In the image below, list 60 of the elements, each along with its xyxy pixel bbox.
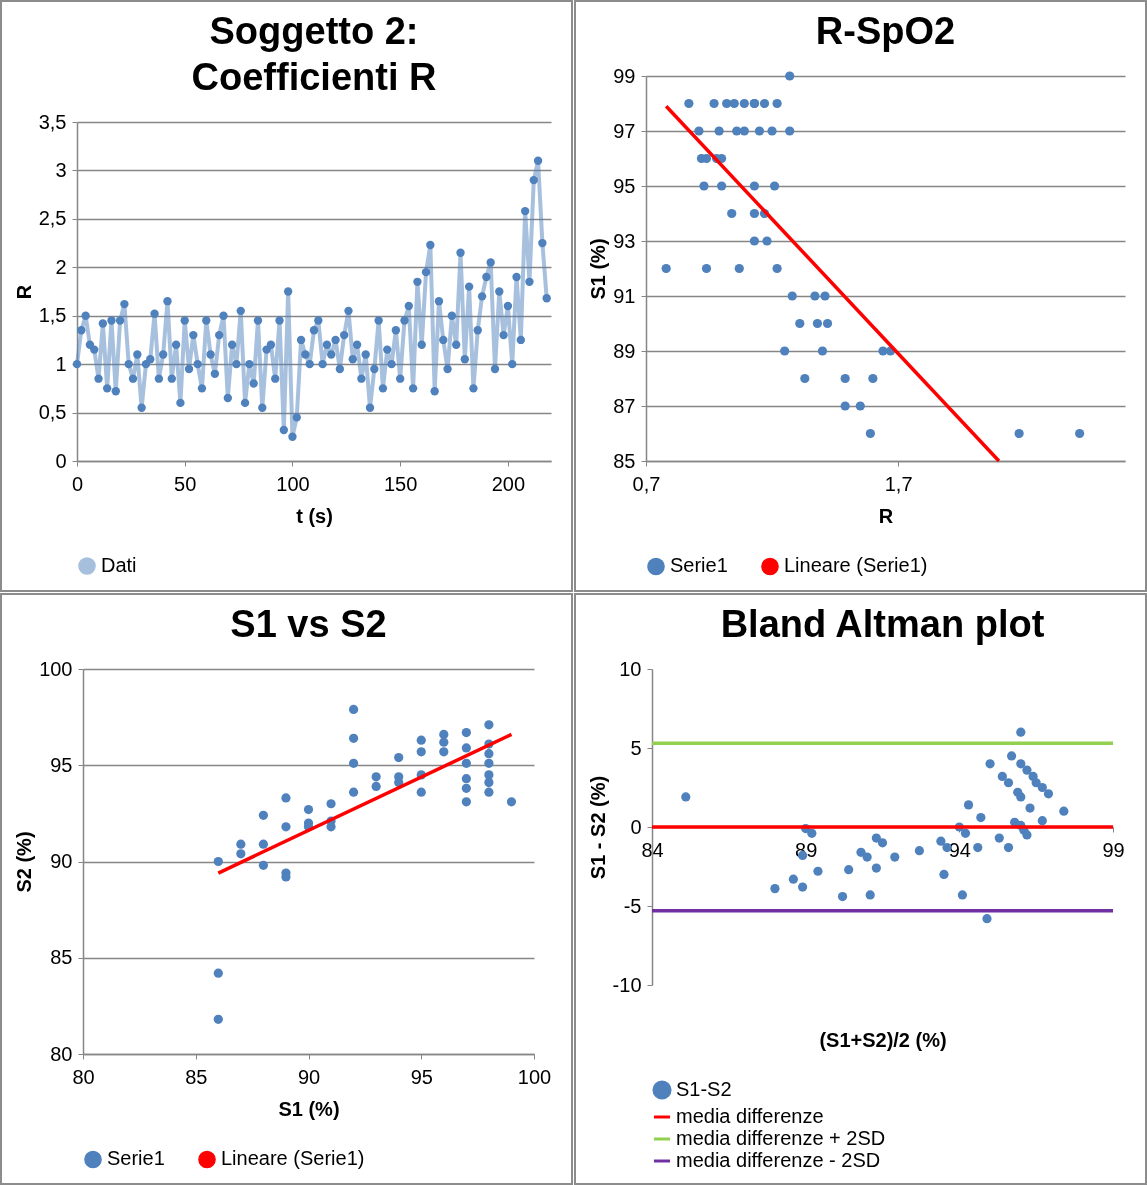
x-tick-label: 80 — [72, 1065, 95, 1088]
x-tick-label: 150 — [383, 472, 418, 495]
x-axis-title: (S1+S2)/2 (%) — [819, 1028, 947, 1051]
chart-title: Soggetto 2: Coefficienti R — [191, 10, 437, 98]
x-tick-label: 84 — [641, 838, 664, 861]
y-axis-title: S1 (%) — [587, 238, 610, 300]
x-tick-label: 85 — [185, 1065, 208, 1088]
y-tick-label: 91 — [613, 284, 636, 307]
x-tick-label: 94 — [948, 838, 971, 861]
y-tick-label: 10 — [619, 657, 642, 680]
chart-title: R-SpO2 — [815, 10, 956, 52]
x-tick-label: 0,7 — [632, 472, 661, 495]
y-tick-label: 87 — [613, 394, 636, 417]
y-tick-label: 95 — [613, 174, 636, 197]
legend-label: Serie1 — [670, 554, 728, 577]
y-axis-title: R — [12, 284, 35, 300]
x-tick-label: 1,7 — [884, 472, 913, 495]
y-tick-label: 1,5 — [38, 304, 67, 327]
x-tick-label: 50 — [174, 472, 197, 495]
x-axis-title: S1 (%) — [278, 1097, 340, 1120]
y-tick-label: 89 — [613, 339, 636, 362]
y-tick-label: 80 — [50, 1042, 73, 1065]
chart-title: S1 vs S2 — [230, 603, 387, 645]
legend-label: Lineare (Serie1) — [784, 554, 928, 577]
y-tick-label: 97 — [613, 119, 636, 142]
y-tick-label: 5 — [630, 736, 642, 759]
y-tick-label: 2,5 — [38, 207, 67, 230]
y-tick-label: -5 — [623, 894, 642, 917]
x-tick-label: 95 — [410, 1065, 433, 1088]
legend-label: Serie1 — [107, 1147, 165, 1170]
x-tick-label: 100 — [276, 472, 310, 495]
y-tick-label: 85 — [613, 449, 636, 472]
legend-label: media differenze — [676, 1105, 824, 1127]
y-tick-label: 93 — [613, 229, 636, 252]
legend-label: S1-S2 — [676, 1078, 732, 1100]
y-tick-label: 95 — [50, 753, 73, 776]
x-axis-title: R — [878, 504, 894, 527]
legend-label: Lineare (Serie1) — [221, 1147, 365, 1170]
x-tick-label: 100 — [517, 1065, 552, 1088]
legend-label: Dati — [101, 554, 137, 576]
y-tick-label: 0,5 — [38, 401, 67, 424]
y-tick-label: 3,5 — [38, 110, 67, 133]
y-tick-label: -10 — [612, 973, 642, 996]
y-tick-label: 0 — [55, 449, 67, 472]
y-tick-label: 1 — [55, 352, 67, 375]
y-tick-label: 99 — [613, 64, 636, 87]
y-axis-title: S1 - S2 (%) — [586, 775, 609, 880]
y-tick-label: 3 — [55, 158, 67, 181]
legend-label: media differenze - 2SD — [676, 1149, 881, 1171]
x-axis-title: t (s) — [296, 504, 333, 527]
x-tick-label: 90 — [297, 1065, 321, 1088]
y-tick-label: 100 — [39, 657, 73, 680]
x-tick-label: 200 — [491, 472, 526, 495]
y-tick-label: 2 — [55, 255, 67, 278]
legend-label: media differenze + 2SD — [676, 1127, 886, 1149]
y-tick-label: 0 — [630, 815, 642, 838]
chart-title: Bland Altman plot — [720, 603, 1045, 645]
y-tick-label: 85 — [50, 946, 73, 969]
x-tick-label: 99 — [1102, 838, 1125, 861]
y-axis-title: S2 (%) — [13, 831, 36, 893]
